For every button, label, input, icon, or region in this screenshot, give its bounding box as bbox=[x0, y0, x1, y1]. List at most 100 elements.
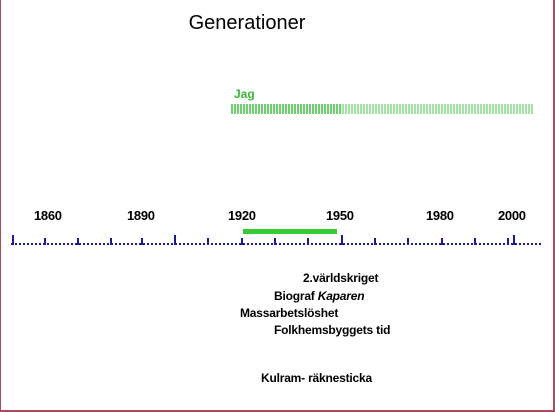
timeline-dot bbox=[259, 243, 261, 245]
timeline-dot bbox=[67, 243, 69, 245]
timeline-dot bbox=[203, 243, 205, 245]
timeline-dot bbox=[215, 243, 217, 245]
timeline-dot bbox=[123, 243, 125, 245]
event-kulram: Kulram- räknesticka bbox=[261, 371, 372, 385]
timeline-dot bbox=[339, 243, 341, 245]
timeline-dot bbox=[191, 243, 193, 245]
timeline-dot bbox=[75, 243, 77, 245]
timeline-dot bbox=[415, 243, 417, 245]
timeline-dot bbox=[95, 243, 97, 245]
timeline-dot bbox=[539, 243, 541, 245]
timeline-dot bbox=[47, 243, 49, 245]
timeline-dot bbox=[131, 243, 133, 245]
timeline-dot bbox=[251, 243, 253, 245]
timeline-dot bbox=[331, 243, 333, 245]
timeline-dot bbox=[103, 243, 105, 245]
timeline-dot bbox=[287, 243, 289, 245]
year-label-1980: 1980 bbox=[426, 208, 454, 223]
timeline-dot bbox=[463, 243, 465, 245]
timeline-tick bbox=[77, 238, 79, 245]
timeline-dot bbox=[327, 243, 329, 245]
timeline-tick bbox=[274, 238, 276, 245]
timeline-dot bbox=[519, 243, 521, 245]
page-title: Generationer bbox=[1, 12, 553, 35]
jag-lifespan-bar bbox=[231, 104, 533, 114]
timeline-dot bbox=[231, 243, 233, 245]
timeline-dot bbox=[431, 243, 433, 245]
timeline-dot bbox=[371, 243, 373, 245]
year-label-2000: 2000 bbox=[498, 208, 526, 223]
timeline-dot bbox=[499, 243, 501, 245]
timeline-dot bbox=[487, 243, 489, 245]
timeline-tick bbox=[174, 235, 176, 245]
event-unemployment: Massarbetslöshet bbox=[240, 306, 339, 320]
timeline-dot bbox=[119, 243, 121, 245]
timeline-dot bbox=[455, 243, 457, 245]
timeline-dot bbox=[143, 243, 145, 245]
timeline-dot bbox=[423, 243, 425, 245]
timeline-dot bbox=[347, 243, 349, 245]
timeline-dot bbox=[255, 243, 257, 245]
timeline-dot bbox=[351, 243, 353, 245]
timeline-dot bbox=[471, 243, 473, 245]
timeline-dot bbox=[299, 243, 301, 245]
timeline-dot bbox=[523, 243, 525, 245]
timeline-dot bbox=[479, 243, 481, 245]
timeline-dot bbox=[403, 243, 405, 245]
timeline-dot bbox=[435, 243, 437, 245]
timeline-tick bbox=[474, 238, 476, 245]
timeline-tick bbox=[241, 238, 243, 245]
timeline-dot bbox=[155, 243, 157, 245]
timeline-dot bbox=[279, 243, 281, 245]
timeline-dot bbox=[343, 243, 345, 245]
timeline-dot bbox=[235, 243, 237, 245]
timeline-dot bbox=[399, 243, 401, 245]
timeline-dot bbox=[467, 243, 469, 245]
timeline-dot bbox=[459, 243, 461, 245]
timeline-dot bbox=[127, 243, 129, 245]
timeline-dot bbox=[283, 243, 285, 245]
timeline-dot bbox=[387, 243, 389, 245]
timeline-dot bbox=[271, 243, 273, 245]
timeline-dot bbox=[23, 243, 25, 245]
timeline-dot bbox=[395, 243, 397, 245]
timeline-dot bbox=[99, 243, 101, 245]
timeline-dot bbox=[31, 243, 33, 245]
year-label-1920: 1920 bbox=[228, 208, 256, 223]
timeline-dot bbox=[19, 243, 21, 245]
timeline-dot bbox=[291, 243, 293, 245]
timeline-dot bbox=[363, 243, 365, 245]
timeline-tick bbox=[341, 235, 343, 245]
timeline-tick bbox=[110, 238, 112, 245]
timeline-dot bbox=[179, 243, 181, 245]
timeline-tick bbox=[441, 238, 443, 245]
timeline-dot bbox=[411, 243, 413, 245]
timeline-dot bbox=[367, 243, 369, 245]
timeline-dot bbox=[199, 243, 201, 245]
timeline-tick bbox=[507, 238, 509, 245]
timeline-dot bbox=[167, 243, 169, 245]
timeline-dot bbox=[147, 243, 149, 245]
timeline-dot bbox=[439, 243, 441, 245]
timeline-dot bbox=[107, 243, 109, 245]
timeline-dot bbox=[303, 243, 305, 245]
timeline-dot bbox=[315, 243, 317, 245]
year-label-1860: 1860 bbox=[34, 208, 62, 223]
timeline-tick bbox=[141, 238, 143, 245]
timeline-dot bbox=[239, 243, 241, 245]
timeline-dot bbox=[27, 243, 29, 245]
timeline-dot bbox=[35, 243, 37, 245]
timeline-dot bbox=[163, 243, 165, 245]
timeline-dot bbox=[115, 243, 117, 245]
timeline-dot bbox=[227, 243, 229, 245]
timeline-dot bbox=[247, 243, 249, 245]
timeline-dot bbox=[183, 243, 185, 245]
timeline-dot bbox=[323, 243, 325, 245]
timeline-dot bbox=[447, 243, 449, 245]
timeline-dot bbox=[135, 243, 137, 245]
timeline-dot bbox=[511, 243, 513, 245]
timeline-dot bbox=[443, 243, 445, 245]
timeline-dot bbox=[171, 243, 173, 245]
